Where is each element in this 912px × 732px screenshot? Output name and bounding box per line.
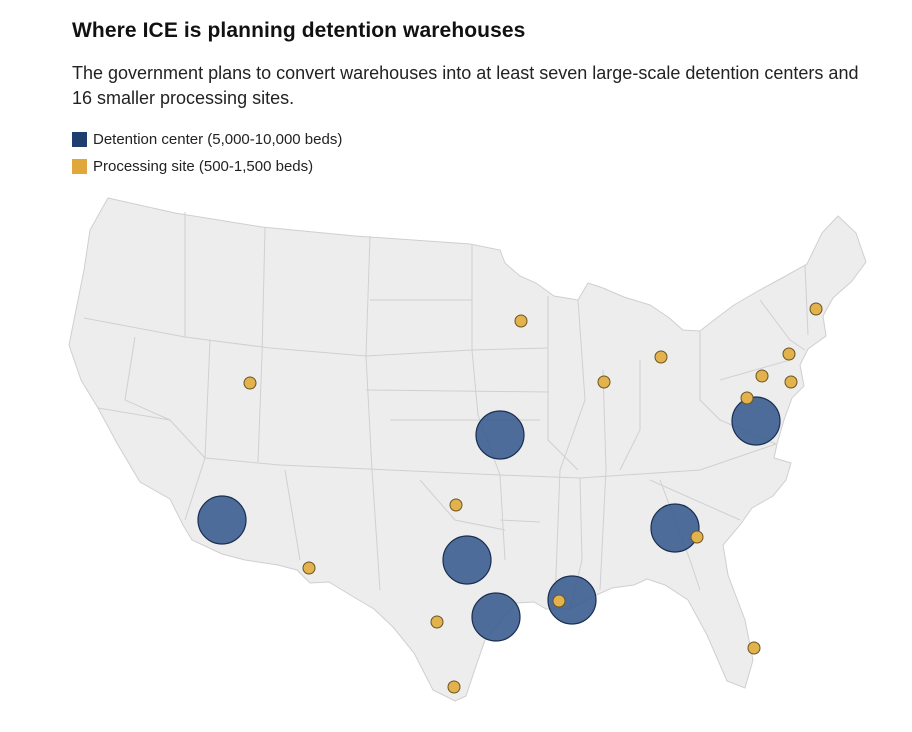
detention-center-marker[interactable] (650, 503, 700, 553)
legend-label-detention-center: Detention center (5,000-10,000 beds) (93, 131, 343, 148)
detention-center-marker[interactable] (731, 396, 781, 446)
map-title: Where ICE is planning detention warehous… (72, 19, 526, 42)
detention-center-marker[interactable] (471, 592, 521, 642)
processing-site-marker[interactable] (597, 375, 611, 389)
detention-center-marker[interactable] (197, 495, 247, 545)
detention-center-marker[interactable] (547, 575, 597, 625)
processing-site-marker[interactable] (755, 369, 769, 383)
processing-site-swatch (72, 159, 87, 174)
us-land-shape (68, 197, 867, 702)
legend-item-processing-site: Processing site (500-1,500 beds) (72, 153, 342, 180)
detention-center-swatch (72, 132, 87, 147)
processing-site-marker[interactable] (654, 350, 668, 364)
detention-center-marker[interactable] (475, 410, 525, 460)
processing-site-marker[interactable] (447, 680, 461, 694)
detention-centers-layer (197, 396, 781, 642)
processing-site-marker[interactable] (740, 391, 754, 405)
state-borders (83, 212, 809, 610)
map-subtitle: The government plans to convert warehous… (72, 63, 859, 108)
processing-site-marker[interactable] (243, 376, 257, 390)
processing-site-marker[interactable] (809, 302, 823, 316)
processing-site-marker[interactable] (690, 530, 704, 544)
processing-site-marker[interactable] (449, 498, 463, 512)
detention-center-marker[interactable] (442, 535, 492, 585)
processing-site-marker[interactable] (552, 594, 566, 608)
processing-site-marker[interactable] (782, 347, 796, 361)
legend: Detention center (5,000-10,000 beds) Pro… (72, 126, 342, 180)
processing-site-marker[interactable] (747, 641, 761, 655)
processing-site-marker[interactable] (784, 375, 798, 389)
processing-site-marker[interactable] (430, 615, 444, 629)
legend-label-processing-site: Processing site (500-1,500 beds) (93, 158, 314, 175)
processing-site-marker[interactable] (514, 314, 528, 328)
legend-item-detention-center: Detention center (5,000-10,000 beds) (72, 126, 342, 153)
processing-sites-layer (243, 302, 823, 694)
processing-site-marker[interactable] (302, 561, 316, 575)
